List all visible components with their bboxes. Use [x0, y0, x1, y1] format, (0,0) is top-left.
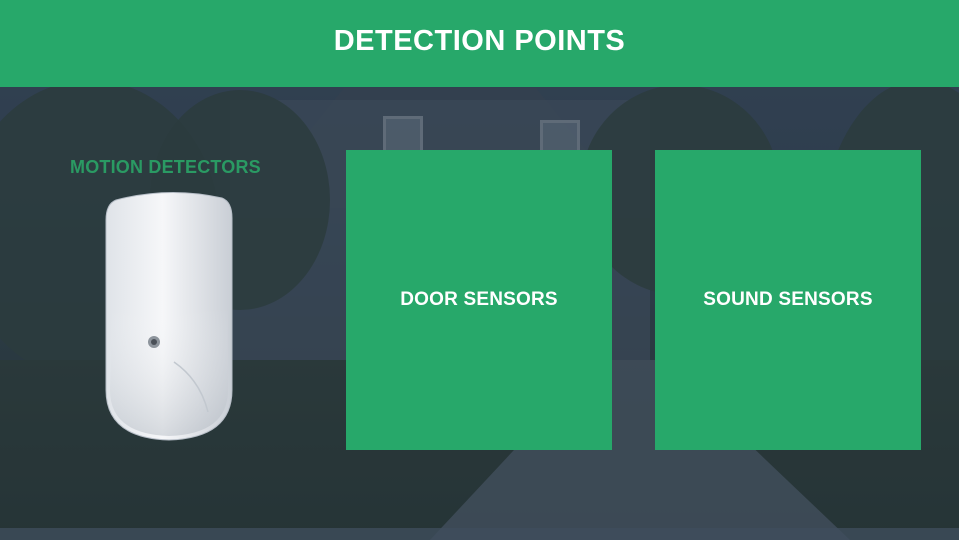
sound-sensors-label: SOUND SENSORS [703, 289, 873, 310]
motion-detectors-label: MOTION DETECTORS [70, 157, 261, 177]
motion-detector-icon [104, 190, 234, 442]
sound-sensors-tile[interactable]: SOUND SENSORS [655, 150, 921, 450]
door-sensors-tile[interactable]: DOOR SENSORS [346, 150, 612, 450]
title-bar: DETECTION POINTS [0, 0, 959, 87]
door-sensors-label: DOOR SENSORS [400, 289, 558, 310]
background-bottom-strip [0, 528, 959, 540]
page-title: DETECTION POINTS [333, 25, 626, 57]
